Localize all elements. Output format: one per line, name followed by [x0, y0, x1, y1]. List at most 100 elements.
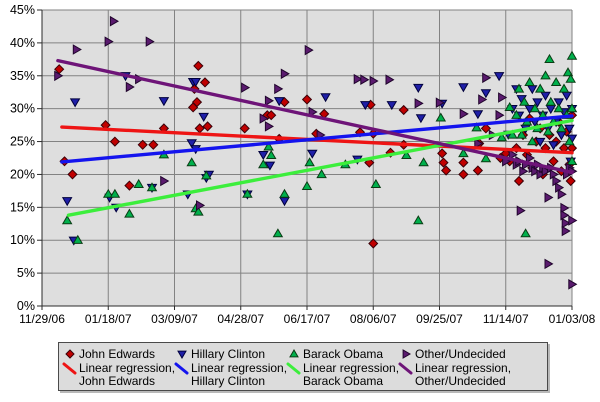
legend-regression-label-line2: Other/Undecided [415, 374, 506, 388]
y-tick-label: 35% [10, 69, 35, 83]
data-point [435, 112, 447, 122]
data-point [550, 77, 562, 86]
data-point [133, 178, 144, 188]
legend-item-hillary-clinton: Hillary Clinton Linear regression, Hilla… [173, 346, 287, 388]
y-tick-label: 45% [10, 3, 35, 17]
data-point [264, 95, 274, 107]
data-point [478, 94, 488, 105]
data-point [568, 279, 578, 290]
data-point [109, 15, 119, 27]
data-point [493, 72, 505, 82]
data-point [534, 137, 546, 147]
regression-line-linear-regression-hillary-clinton [60, 114, 574, 164]
data-point [516, 205, 526, 216]
data-point [413, 215, 424, 225]
data-point [386, 101, 398, 111]
data-point [544, 53, 555, 63]
data-point [199, 77, 211, 88]
data-point [193, 60, 204, 72]
data-point [544, 192, 554, 203]
data-point [435, 97, 445, 108]
legend-regression-label: Linear regression, [415, 360, 512, 375]
data-point [472, 110, 484, 120]
data-point [239, 123, 250, 134]
data-point [72, 44, 82, 55]
data-point [370, 178, 382, 188]
data-point [437, 148, 448, 159]
data-point [360, 74, 370, 85]
data-point [558, 83, 570, 93]
data-point [148, 139, 159, 150]
data-point [498, 92, 508, 103]
data-point [320, 93, 331, 103]
data-point [534, 83, 546, 93]
data-point [54, 70, 64, 82]
legend-regression-label-line2: Barack Obama [303, 374, 384, 388]
data-point [564, 124, 575, 134]
data-point [198, 112, 209, 122]
chart-legend: John Edwards Linear regression, John Edw… [58, 342, 548, 391]
data-point [440, 165, 452, 176]
data-point [458, 83, 469, 93]
y-tick-label: 25% [10, 135, 35, 149]
data-point [69, 98, 81, 108]
data-point [102, 188, 114, 198]
x-tick-label: 04/28/07 [217, 312, 264, 326]
data-point [495, 109, 505, 121]
data-point [507, 129, 518, 139]
data-point [414, 98, 424, 109]
x-tick-label: 08/06/07 [350, 312, 397, 326]
data-point [191, 96, 203, 108]
data-point [146, 182, 158, 192]
y-tick-label: 15% [10, 200, 35, 214]
data-point [557, 188, 567, 200]
regression-line-linear-regression-barack-obama [66, 118, 574, 217]
legend-item-barack-obama: Barack Obama Linear regression, Barack O… [285, 346, 400, 388]
data-point [548, 156, 559, 167]
data-point [525, 152, 535, 164]
data-point [540, 91, 551, 101]
data-point [273, 97, 285, 107]
data-point [471, 122, 482, 132]
legend-series-label: Other/Undecided [415, 346, 506, 361]
data-point [568, 215, 578, 226]
data-point [545, 96, 557, 106]
data-point [474, 138, 484, 149]
data-point [552, 175, 562, 187]
data-point [542, 126, 554, 136]
data-point [524, 77, 535, 86]
data-point [109, 136, 121, 147]
data-point [560, 202, 570, 214]
data-point [541, 165, 551, 177]
data-point [307, 149, 318, 159]
data-point [480, 153, 492, 163]
data-point [316, 169, 327, 179]
data-point [201, 170, 212, 180]
data-point [272, 228, 284, 238]
data-point [504, 102, 515, 111]
legend-series-label: Barack Obama [303, 346, 384, 361]
x-tick-label: 11/29/06 [19, 312, 65, 326]
data-point [301, 180, 313, 190]
data-point [193, 206, 204, 216]
data-point [519, 165, 529, 177]
data-point [566, 50, 578, 60]
data-point [266, 110, 277, 121]
y-tick-label: 5% [17, 266, 35, 280]
data-point [529, 103, 541, 113]
data-point [565, 175, 576, 187]
data-point [145, 36, 155, 47]
data-point [565, 73, 576, 83]
legend-regression-label: Linear regression, [303, 360, 400, 375]
data-point [458, 148, 469, 158]
data-point [472, 165, 484, 176]
data-point [561, 217, 571, 229]
legend-item-other-undecided: Other/Undecided Linear regression, Other… [397, 347, 545, 388]
legend-regression-label: Linear regression, [79, 360, 176, 375]
data-point [304, 157, 315, 167]
legend-series-label: Hillary Clinton [191, 346, 266, 361]
x-tick-label: 09/25/07 [416, 312, 463, 326]
data-point [438, 157, 449, 168]
legend-regression-line-icon [397, 362, 415, 375]
data-point [415, 114, 427, 124]
